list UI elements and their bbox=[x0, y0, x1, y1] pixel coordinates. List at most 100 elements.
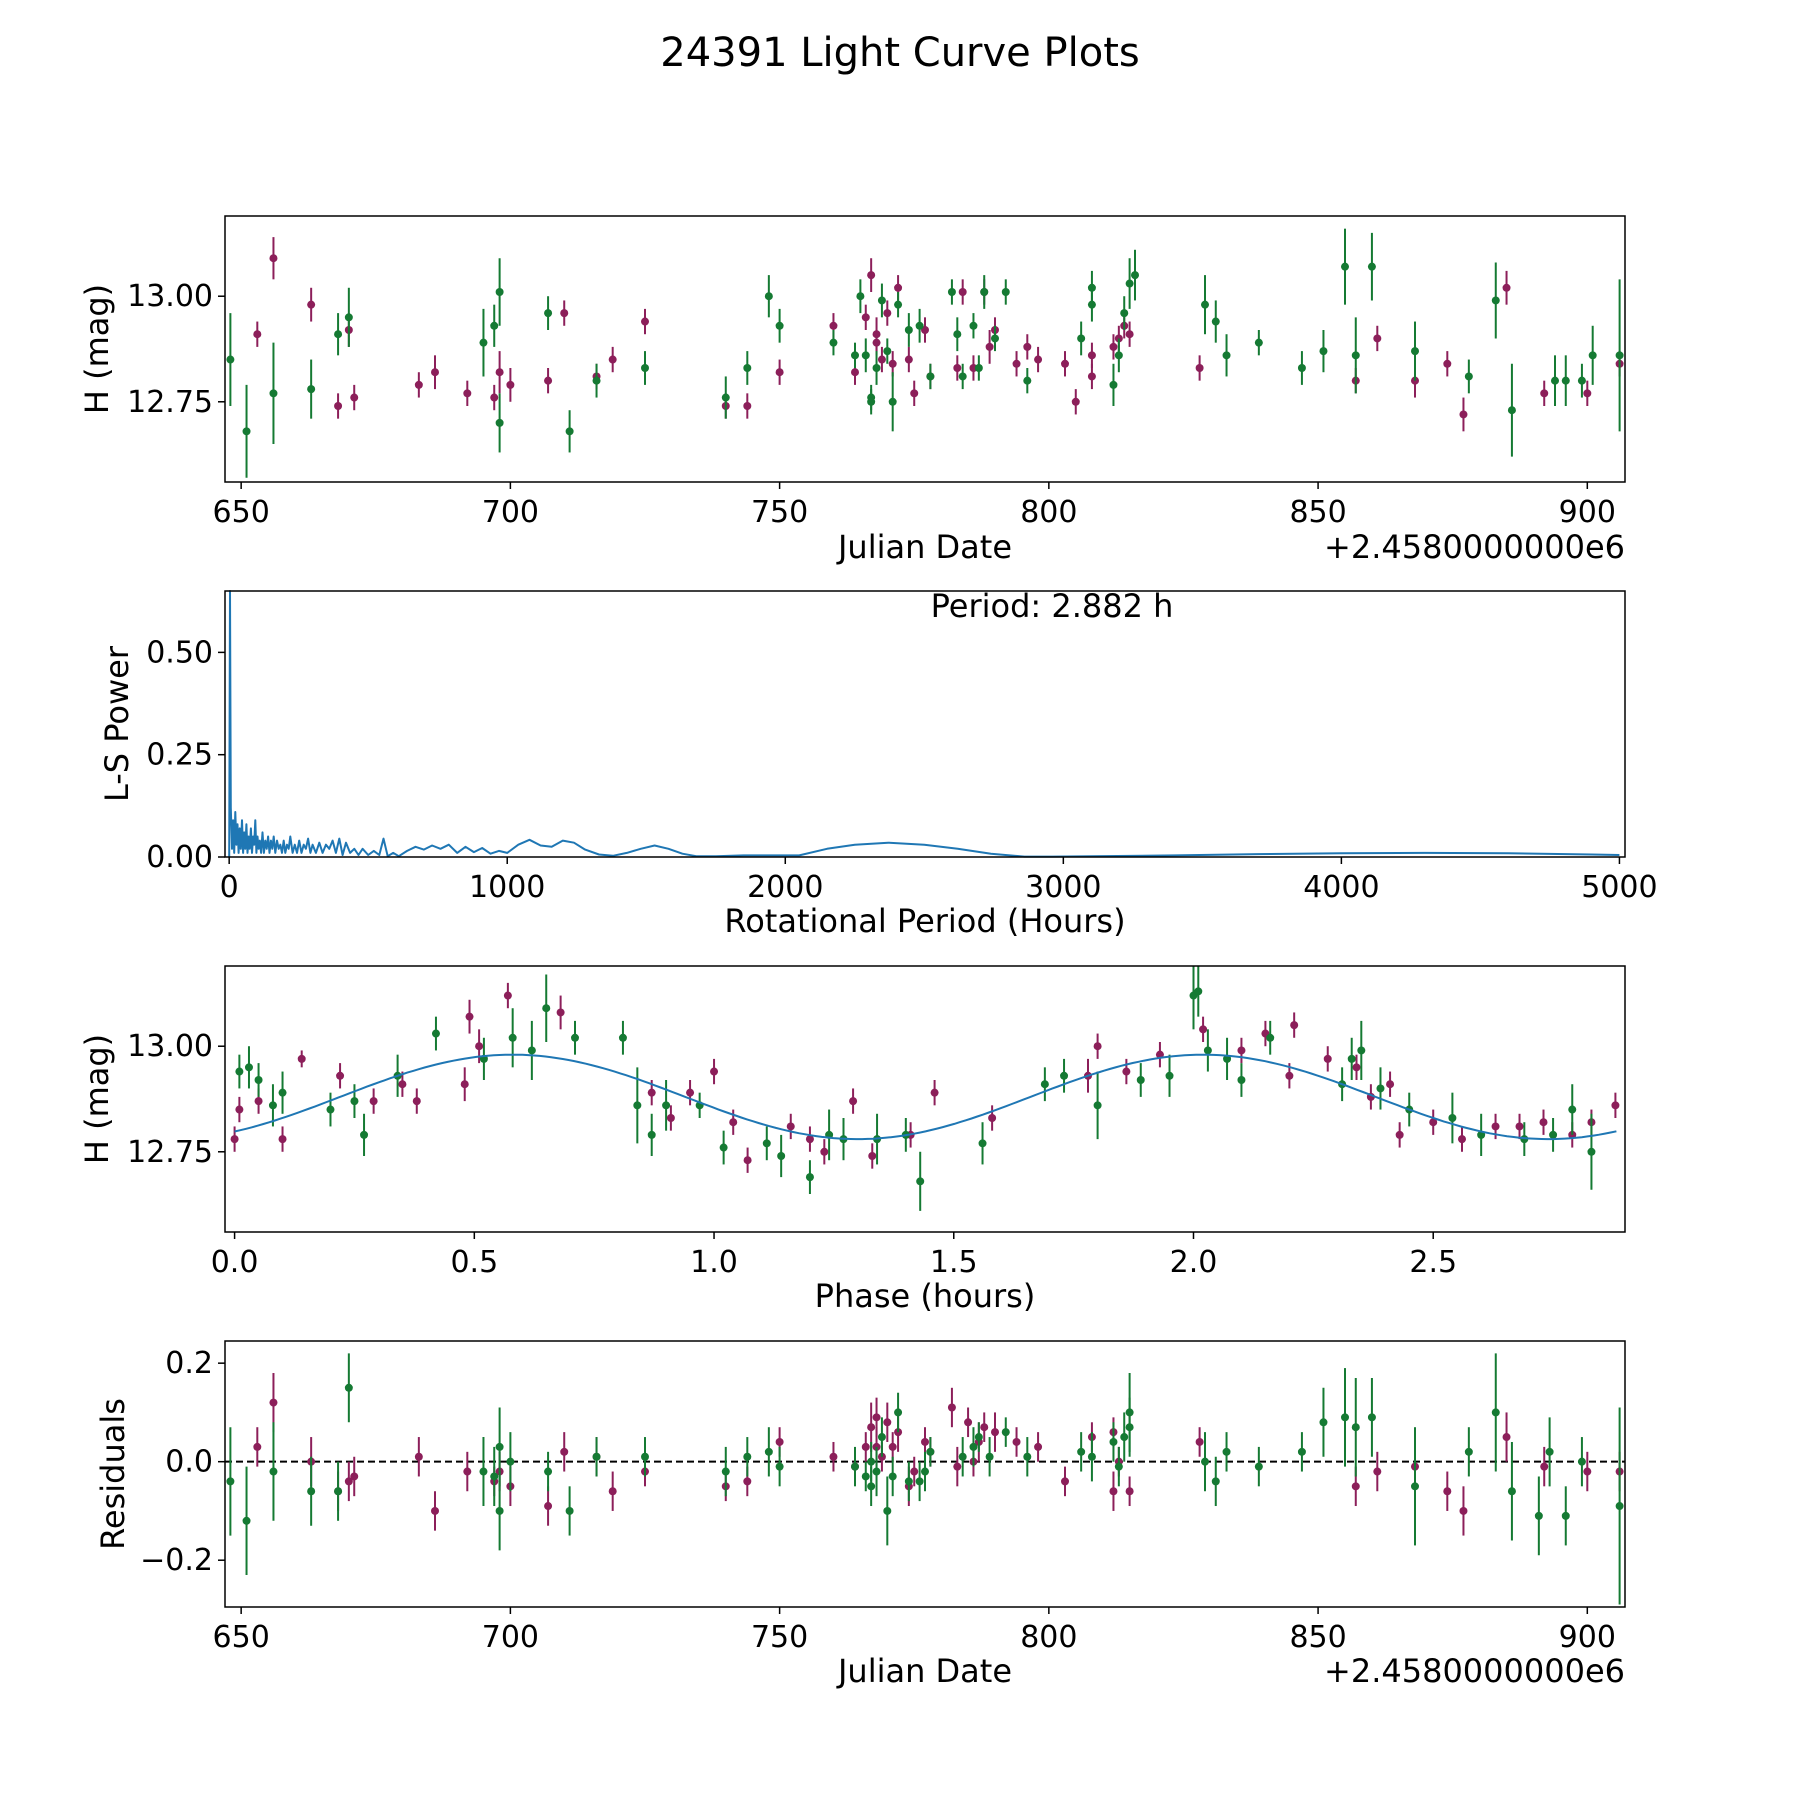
lightcurve-point-B bbox=[872, 364, 881, 372]
phased-point-A bbox=[503, 991, 512, 1000]
residuals-xtick-label: 650 bbox=[213, 1620, 270, 1655]
lightcurve-point-B bbox=[1001, 288, 1010, 296]
residuals-point-B bbox=[1411, 1482, 1419, 1491]
phased-point-B bbox=[1060, 1071, 1069, 1080]
phased-point-A bbox=[849, 1097, 858, 1106]
lightcurve-point-A bbox=[495, 368, 504, 377]
residuals-xtick-label: 900 bbox=[1559, 1620, 1616, 1655]
residuals-point-A bbox=[1351, 1482, 1360, 1491]
lightcurve-point-B bbox=[1577, 376, 1586, 385]
lightcurve-point-B bbox=[980, 288, 989, 296]
periodogram-ytick-label: 0.25 bbox=[146, 738, 213, 773]
lightcurve-point-B bbox=[1201, 300, 1209, 309]
phased-point-B bbox=[916, 1177, 925, 1186]
lightcurve-point-A bbox=[506, 380, 515, 389]
periodogram-panel: 0 1000 2000 3000 4000 5000 0.00 0.25 0.50 Period… bbox=[98, 587, 1658, 940]
lightcurve-point-B bbox=[861, 351, 870, 360]
phased-point-B bbox=[633, 1101, 642, 1110]
phased-point-B bbox=[360, 1130, 369, 1139]
lightcurve-point-A bbox=[894, 283, 903, 292]
residuals-point-B bbox=[851, 1462, 859, 1471]
residuals-ylabel: Residuals bbox=[94, 1398, 132, 1550]
lightcurve-point-B bbox=[307, 385, 316, 394]
residuals-point-A bbox=[964, 1418, 973, 1427]
phased-point-B bbox=[1376, 1084, 1385, 1093]
lightcurve-point-A bbox=[269, 254, 278, 263]
lightcurve-point-A bbox=[1061, 359, 1069, 368]
residuals-point-A bbox=[608, 1487, 617, 1496]
residuals-point-B bbox=[334, 1487, 343, 1496]
residuals-ytick-label: 0.2 bbox=[165, 1346, 213, 1381]
residuals-point-A bbox=[431, 1506, 439, 1515]
residuals-point-B bbox=[877, 1433, 886, 1442]
lightcurve-point-A bbox=[350, 393, 359, 402]
lightcurve-point-B bbox=[888, 397, 897, 406]
phased-point-B bbox=[1165, 1071, 1174, 1080]
phased-point-A bbox=[1539, 1118, 1548, 1127]
periodogram-marks bbox=[228, 590, 1620, 858]
phased-point-B bbox=[978, 1139, 987, 1148]
phased-point-B bbox=[571, 1033, 579, 1042]
phased-point-B bbox=[244, 1063, 253, 1072]
phased-point-A bbox=[475, 1042, 484, 1051]
lightcurve-point-A bbox=[910, 389, 919, 398]
lightcurve-point-A bbox=[253, 330, 262, 339]
lightcurve-point-B bbox=[764, 292, 773, 301]
residuals-point-A bbox=[829, 1452, 838, 1461]
phased-ytick-label: 12.75 bbox=[127, 1135, 213, 1170]
lightcurve-point-A bbox=[1087, 351, 1096, 360]
phased-point-B bbox=[719, 1143, 728, 1152]
lightcurve-point-B bbox=[953, 330, 962, 339]
residuals-point-A bbox=[1034, 1442, 1043, 1451]
lightcurve-point-B bbox=[344, 313, 353, 322]
lightcurve-xtick-label: 700 bbox=[482, 495, 539, 530]
lightcurve-point-A bbox=[921, 326, 929, 334]
residuals-point-B bbox=[495, 1506, 504, 1515]
residuals-point-A bbox=[1459, 1506, 1468, 1515]
phased-point-A bbox=[1386, 1080, 1395, 1089]
lightcurve-point-A bbox=[1583, 389, 1592, 398]
residuals-point-B bbox=[495, 1442, 504, 1451]
phased-point-B bbox=[1347, 1054, 1356, 1063]
residuals-point-A bbox=[1125, 1487, 1134, 1496]
lightcurve-point-A bbox=[958, 288, 967, 296]
phased-point-B bbox=[1357, 1046, 1366, 1055]
residuals-point-B bbox=[1222, 1447, 1231, 1456]
residuals-point-B bbox=[1109, 1437, 1118, 1446]
residuals-point-B bbox=[1577, 1457, 1586, 1466]
phased-point-B bbox=[1223, 1054, 1232, 1063]
residuals-point-B bbox=[1615, 1502, 1624, 1511]
residuals-point-B bbox=[1367, 1413, 1376, 1422]
residuals-point-B bbox=[867, 1457, 876, 1466]
lightcurve-point-B bbox=[1507, 406, 1516, 415]
lightcurve-point-B bbox=[544, 309, 553, 318]
residuals-point-A bbox=[344, 1477, 353, 1486]
residuals-point-B bbox=[1211, 1477, 1220, 1486]
phased-point-A bbox=[743, 1156, 752, 1165]
phased-point-A bbox=[235, 1105, 244, 1114]
lightcurve-point-B bbox=[1561, 376, 1570, 385]
phased-xtick-label: 2.0 bbox=[1170, 1245, 1218, 1280]
lightcurve-point-B bbox=[242, 427, 251, 436]
phased-point-A bbox=[1395, 1130, 1404, 1139]
residuals-point-B bbox=[1507, 1487, 1516, 1496]
phased-point-A bbox=[230, 1135, 239, 1144]
lightcurve-point-B bbox=[1222, 351, 1231, 360]
lightcurve-point-A bbox=[829, 321, 838, 330]
phased-point-B bbox=[1136, 1076, 1145, 1084]
lightcurve-point-A bbox=[1087, 372, 1096, 381]
lightcurve-point-A bbox=[1012, 359, 1021, 368]
residuals-point-A bbox=[253, 1442, 262, 1451]
lightcurve-point-B bbox=[851, 351, 859, 360]
lightcurve-point-B bbox=[915, 321, 924, 330]
residuals-point-B bbox=[344, 1383, 353, 1392]
residuals-point-B bbox=[307, 1487, 316, 1496]
lightcurve-point-B bbox=[1491, 296, 1500, 305]
phased-point-B bbox=[1448, 1114, 1457, 1122]
residuals-marks bbox=[225, 1353, 1625, 1605]
lightcurve-point-B bbox=[775, 321, 784, 330]
figure-title: 24391 Light Curve Plots bbox=[660, 30, 1139, 76]
phased-point-A bbox=[686, 1088, 695, 1097]
residuals-point-A bbox=[463, 1467, 472, 1476]
lightcurve-point-B bbox=[1615, 351, 1624, 360]
